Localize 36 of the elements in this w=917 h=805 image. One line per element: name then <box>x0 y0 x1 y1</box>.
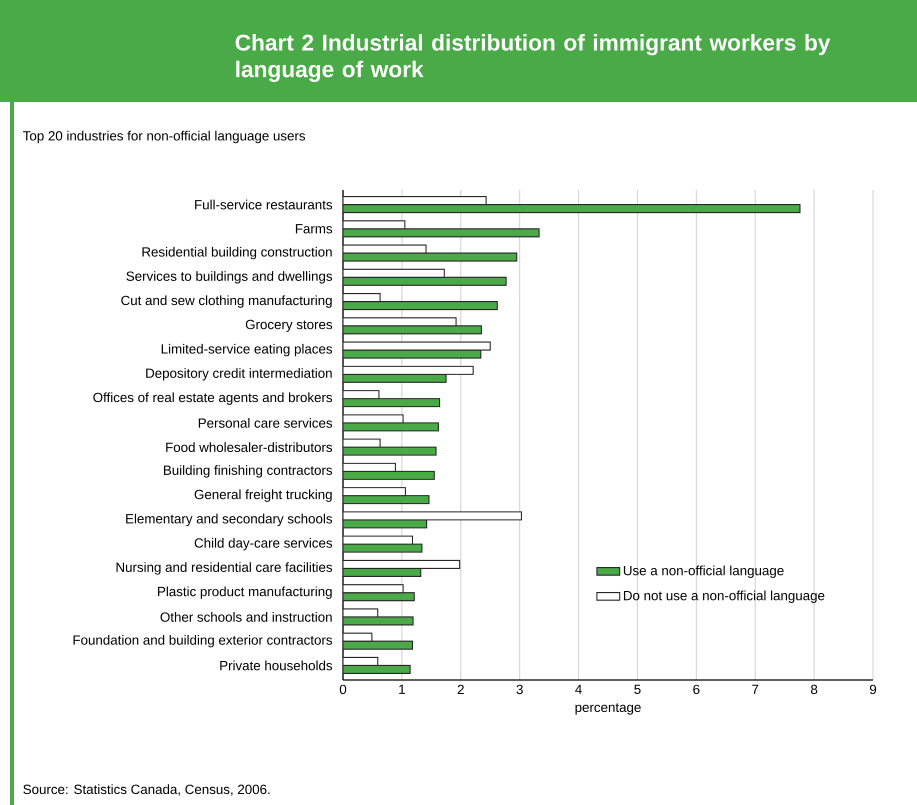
text: Top 20 industries for non-official language users <box>23 130 306 144</box>
y-tick-label: Elementary and secondary schools <box>126 514 332 526</box>
y-tick-label: Building finishing contractors <box>164 465 332 478</box>
y-tick-label: Farms <box>296 224 332 234</box>
chart-title: Chart 2 Industrial distribution of immigrant workers by language of work <box>236 34 830 82</box>
y-tick-label: Grocery stores <box>246 320 332 332</box>
y-tick-label: Nursing and residential care facilities <box>116 562 332 575</box>
x-tick-label: 1 <box>399 684 405 694</box>
y-tick-label: Food wholesaler-distributors <box>166 442 332 452</box>
legend-label: Use a non-official language <box>624 566 784 578</box>
source-note: Source: Statistics Canada, Census, 2006. <box>23 784 270 796</box>
y-tick-label: Foundation and building exterior contractors <box>74 634 332 648</box>
x-tick-label: 2 <box>458 684 464 694</box>
x-tick-label: 8 <box>810 684 818 694</box>
legend-label: Do not use a non-official language <box>624 590 824 603</box>
y-tick-label: Limited-service eating places <box>162 344 332 356</box>
y-tick-label: Depository credit intermediation <box>146 368 332 381</box>
x-tick-label: 7 <box>752 684 758 694</box>
x-tick-label: 0 <box>340 684 346 694</box>
x-tick-label: 5 <box>634 684 641 694</box>
y-tick-label: Other schools and instruction <box>160 612 332 622</box>
y-tick-label: Private households <box>220 660 332 670</box>
x-tick-label: 3 <box>516 684 523 694</box>
y-tick-label: Services to buildings and dwellings <box>126 271 332 284</box>
y-tick-label: Offices of real estate agents and brokers <box>93 392 332 405</box>
x-tick-label: 4 <box>575 684 582 694</box>
y-tick-label: Full-service restaurants <box>195 200 332 210</box>
y-tick-label: Cut and sew clothing manufacturing <box>121 295 332 308</box>
y-tick-label: General freight trucking <box>194 489 332 502</box>
y-tick-label: Residential building construction <box>142 246 332 260</box>
y-tick-label: Child day-care services <box>194 538 332 550</box>
x-axis-title: percentage <box>576 703 641 715</box>
y-tick-label: Personal care services <box>198 418 332 428</box>
y-tick-label: Plastic product manufacturing <box>158 586 332 599</box>
x-tick-label: 6 <box>693 684 700 694</box>
x-tick-label: 9 <box>870 684 876 694</box>
